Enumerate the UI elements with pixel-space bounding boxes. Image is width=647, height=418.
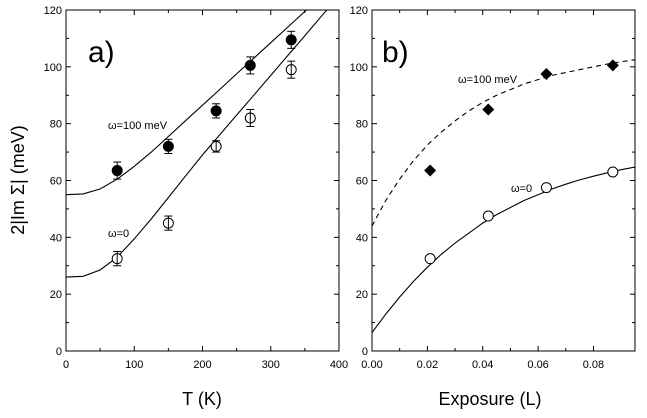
panel-label-b: b) (382, 36, 409, 69)
x-tick-label: 400 (330, 359, 348, 371)
panel-label-a: a) (88, 36, 115, 69)
y-tick-label: 20 (50, 289, 62, 301)
data-point (210, 105, 222, 117)
panel-b: 0.00 0.02 0.04 0.06 0.08 0 20 40 60 80 100 120 (350, 5, 636, 371)
data-point (111, 165, 123, 177)
x-tick-label: 0.00 (361, 359, 382, 371)
x-tick-label: 0.04 (472, 359, 493, 371)
y-tick-label: 100 (44, 62, 62, 74)
plot-frame-b (371, 9, 636, 352)
y-tick-label: 80 (50, 119, 62, 131)
y-tick-label: 40 (356, 232, 368, 244)
fit-curve (66, 10, 308, 196)
y-tick-label: 80 (356, 119, 368, 131)
data-point (244, 59, 256, 71)
annotation-b-omega-100: ω=100 meV (458, 74, 518, 86)
y-axis-label: 2|Im Σ| (meV) (8, 125, 28, 235)
x-tick-label: 0 (63, 359, 69, 371)
data-point (607, 166, 619, 178)
x-axis-label-a: T (K) (182, 389, 222, 409)
data-point (424, 164, 437, 177)
fit-curve (372, 59, 635, 227)
data-point (606, 59, 619, 72)
y-tick-label: 100 (350, 62, 368, 74)
x-tick-label: 300 (262, 359, 280, 371)
data-point (162, 140, 174, 152)
data-point (482, 210, 494, 222)
fit-curve (66, 10, 328, 278)
x-axis-label-b: Exposure (L) (438, 389, 541, 409)
data-point (540, 182, 552, 194)
y-tick-label: 60 (50, 176, 62, 188)
y-tick-label: 120 (44, 5, 62, 17)
x-tick-label: 0.02 (417, 359, 438, 371)
data-point (424, 253, 436, 265)
annotation-a-omega-100: ω=100 meV (108, 120, 168, 132)
x-tick-label: 0.06 (527, 359, 548, 371)
y-tick-label: 20 (356, 289, 368, 301)
y-tick-label: 0 (362, 346, 368, 358)
fit-curve (372, 166, 635, 333)
data-point (285, 34, 297, 46)
x-tick-label: 0.08 (583, 359, 604, 371)
data-point (540, 67, 553, 80)
y-tick-label: 0 (56, 346, 62, 358)
panel-a: 0 100 200 300 400 0 20 40 60 80 100 120 (44, 5, 349, 371)
y-tick-label: 60 (356, 176, 368, 188)
x-tick-label: 200 (193, 359, 211, 371)
y-tick-label: 40 (50, 232, 62, 244)
y-tick-label: 120 (350, 5, 368, 17)
data-point (482, 103, 495, 116)
x-tick-label: 100 (125, 359, 143, 371)
annotation-b-omega-0: ω=0 (511, 183, 532, 195)
annotation-a-omega-0: ω=0 (108, 228, 129, 240)
